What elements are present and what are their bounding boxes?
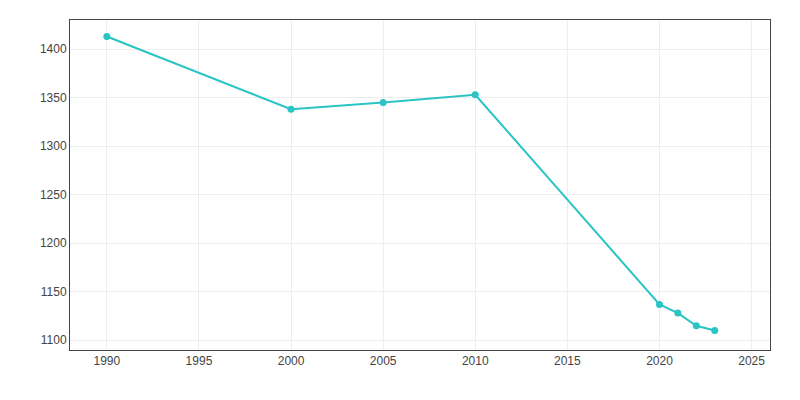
svg-text:2005: 2005 [370,354,397,368]
svg-text:2015: 2015 [554,354,581,368]
svg-text:1350: 1350 [40,91,67,105]
svg-text:1100: 1100 [41,333,67,347]
svg-text:2010: 2010 [462,354,489,368]
svg-text:1400: 1400 [40,42,67,56]
svg-text:1250: 1250 [40,188,67,202]
svg-text:1300: 1300 [40,139,67,153]
svg-text:2000: 2000 [278,354,305,368]
svg-text:2025: 2025 [738,354,765,368]
svg-text:2020: 2020 [646,354,673,368]
svg-text:1990: 1990 [93,354,120,368]
svg-text:1200: 1200 [40,236,67,250]
svg-text:1150: 1150 [41,285,67,299]
svg-text:1995: 1995 [186,354,213,368]
